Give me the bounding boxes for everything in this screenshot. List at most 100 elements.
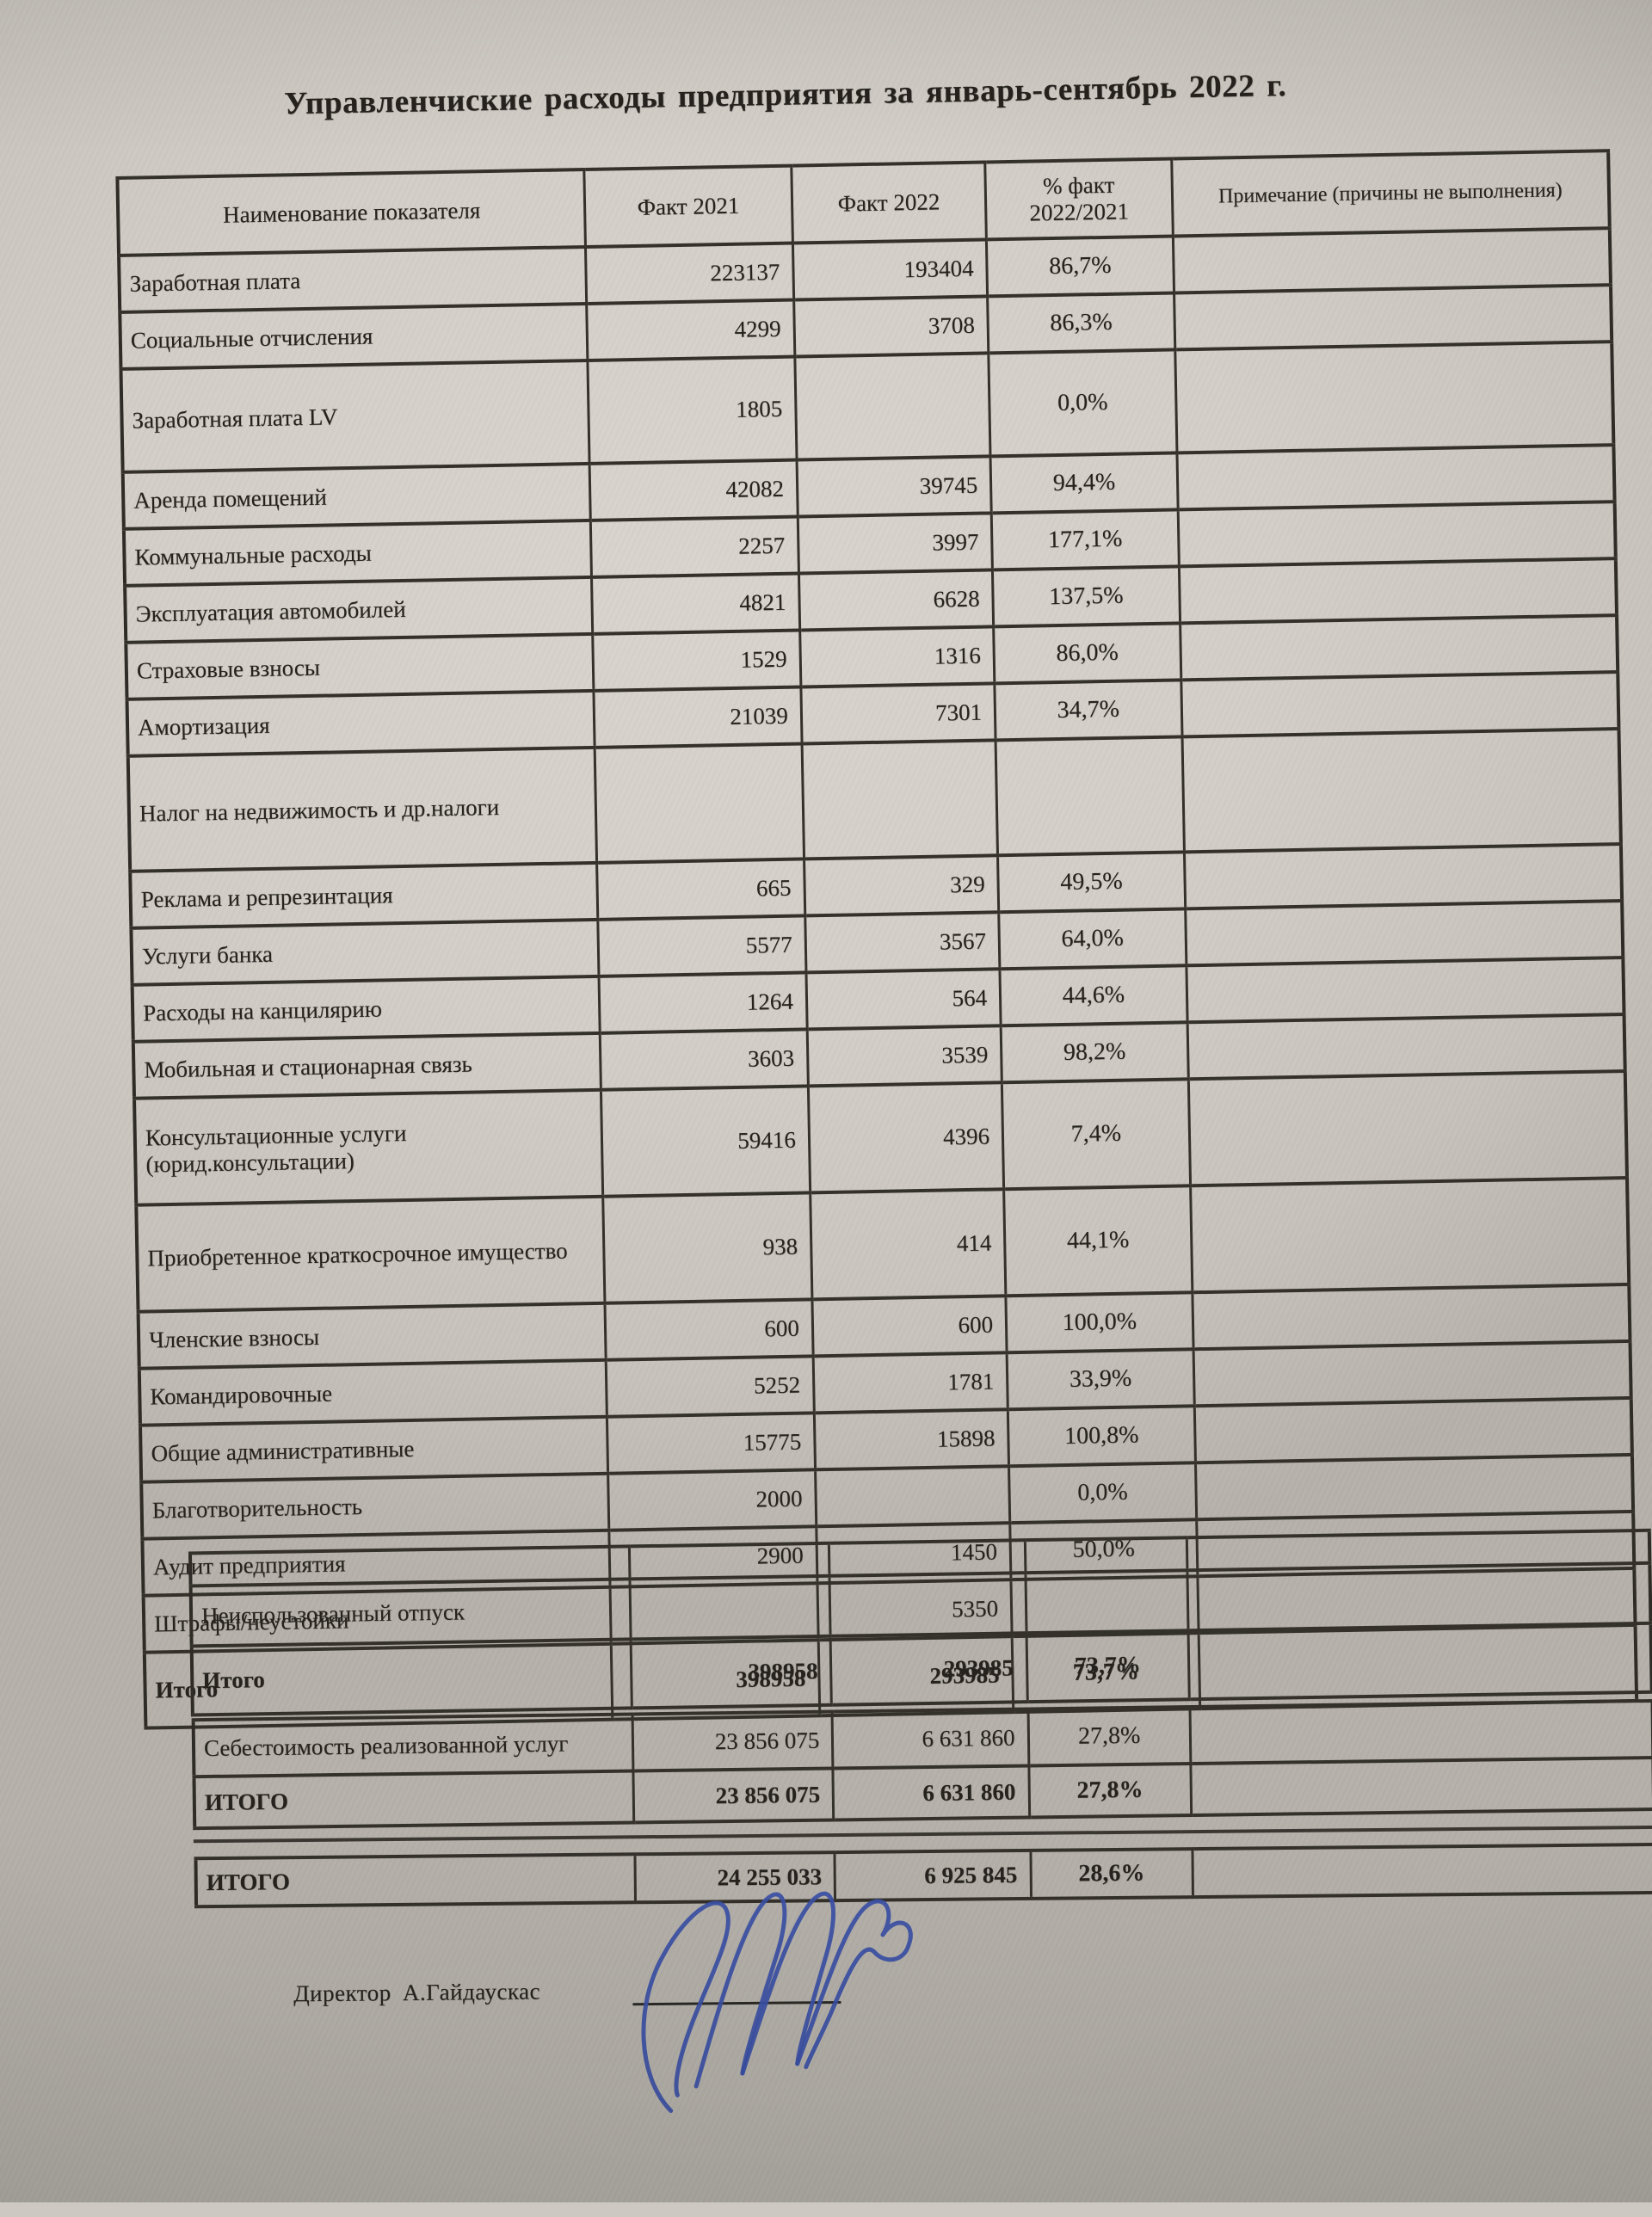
cell-fact2022: 3539	[806, 1025, 1002, 1087]
cell-note	[1186, 958, 1624, 1023]
cell-fact2021: 5577	[597, 915, 806, 976]
cell-pct: 100,0%	[1005, 1292, 1193, 1353]
col-header-name: Наименование показателя	[117, 169, 586, 256]
cell-note	[1187, 1623, 1652, 1700]
vacation-table: Неиспользованный отпуск Итого 398958 29398…	[188, 1528, 1652, 1717]
cell-fact2021: 223137	[585, 243, 794, 304]
cell-fact2021	[629, 1575, 831, 1640]
cell-name: Неиспользованный отпуск	[190, 1579, 632, 1647]
cell-fact2021: 23 856 075	[632, 1768, 835, 1823]
cell-fact2021: 665	[596, 859, 805, 920]
cell-note	[1190, 1177, 1630, 1293]
cell-name: Итого	[191, 1639, 632, 1715]
cell-note	[1190, 1757, 1652, 1816]
cell-name: Расходы на канцилярию	[132, 976, 601, 1042]
cell-pct: 44,1%	[1003, 1185, 1193, 1296]
cell-fact2021: 938	[602, 1192, 812, 1303]
cell-fact2022	[794, 353, 991, 460]
cell-pct: 177,1%	[991, 509, 1180, 570]
cell-note	[1192, 1284, 1630, 1350]
cell-pct: 33,9%	[1007, 1349, 1194, 1410]
cell-pct: 86,7%	[986, 236, 1174, 297]
cell-name: Членские взносы	[138, 1302, 607, 1369]
director-signature-label: Директор А.Гайдаускас	[293, 1978, 541, 2007]
cell-pct: 0,0%	[988, 349, 1177, 457]
cell-note	[1177, 502, 1616, 567]
cell-pct: 64,0%	[998, 908, 1187, 970]
cell-fact2021: 600	[604, 1299, 813, 1360]
cell-fact2022: 39745	[796, 456, 992, 517]
cell-fact2022: 3567	[804, 912, 1001, 973]
cell-pct: 86,3%	[987, 293, 1175, 354]
cell-note	[1179, 558, 1618, 624]
cell-note	[1187, 1562, 1651, 1631]
cell-name: Коммунальные расходы	[123, 520, 592, 586]
cell-name: Общие административные	[139, 1416, 608, 1482]
cell-fact2022: 4396	[808, 1082, 1004, 1193]
cell-fact2022: 3997	[798, 513, 993, 574]
cell-name: Благотворительность	[141, 1473, 609, 1539]
cell-pct: 34,7%	[994, 680, 1182, 741]
cell-note	[1188, 1071, 1628, 1186]
cell-fact2022: 15898	[814, 1409, 1009, 1470]
cell-pct: 27,8%	[1027, 1707, 1191, 1766]
cell-note	[1187, 1014, 1625, 1080]
page-title: Управленчиские расходы предприятия за ян…	[283, 68, 1287, 122]
cell-fact2022: 193404	[792, 239, 988, 300]
cell-fact2021: 1264	[598, 972, 807, 1033]
cell-name: Аренда помещений	[122, 463, 591, 529]
col-header-fact2022: Факт 2022	[791, 162, 987, 243]
cell-pct: 28,6%	[1030, 1849, 1193, 1899]
cell-fact2022: 600	[811, 1296, 1008, 1357]
cell-fact2021: 5252	[606, 1356, 815, 1417]
cell-fact2022: 414	[810, 1189, 1006, 1300]
cell-fact2022	[829, 1540, 1026, 1576]
cell-pct: 137,5%	[992, 566, 1180, 627]
cell-name: Налог на недвижимость и др.налоги	[127, 747, 597, 871]
cell-name: Заработная плата	[119, 246, 587, 312]
cell-note	[1185, 901, 1624, 966]
cell-fact2021: 1805	[587, 356, 797, 464]
expenses-table: Наименование показателя Факт 2021 Факт 2…	[115, 149, 1639, 1730]
cell-fact2021: 15775	[607, 1413, 816, 1474]
cell-note	[1180, 615, 1618, 680]
cell-pct: 98,2%	[1001, 1022, 1189, 1083]
cell-fact2021: 23 856 075	[632, 1711, 834, 1771]
cell-fact2022: 329	[804, 855, 999, 916]
cell-name: Реклама и репрезинтация	[130, 862, 598, 928]
cell-note	[1181, 729, 1621, 853]
cell-note	[1184, 844, 1623, 909]
cell-name: Страховые взносы	[126, 633, 594, 699]
cell-note	[1180, 672, 1619, 737]
col-header-fact2021: Факт 2021	[583, 165, 793, 247]
cell-fact2021: 398958	[631, 1635, 832, 1709]
cell-fact2022: 3708	[793, 296, 989, 357]
cell-fact2021: 4821	[591, 573, 800, 634]
cell-note	[1189, 1700, 1652, 1764]
cell-pct: 0,0%	[1008, 1463, 1197, 1524]
cell-note	[1174, 342, 1614, 453]
cell-note	[1192, 1844, 1652, 1898]
cell-note	[1173, 228, 1611, 293]
cell-name: Эксплуатация автомобилей	[125, 576, 593, 643]
cell-fact2022: 293985	[830, 1633, 1027, 1705]
cell-fact2022: 6 631 860	[833, 1765, 1030, 1820]
cell-pct: 86,0%	[993, 623, 1181, 684]
cell-name: Консультационные услуги (юрид.консультац…	[134, 1089, 603, 1205]
cell-fact2021: 2000	[607, 1469, 817, 1530]
cell-fact2021: 1529	[592, 630, 801, 691]
cell-name: Социальные отчисления	[120, 303, 588, 369]
col-header-pct: % факт 2022/2021	[984, 158, 1174, 240]
cell-name: Заработная плата LV	[120, 360, 590, 472]
cell-fact2022: 6628	[798, 570, 994, 631]
cell-fact2021: 3603	[600, 1029, 809, 1090]
cell-pct: 27,8%	[1028, 1764, 1192, 1818]
cell-fact2021: 59416	[601, 1086, 811, 1197]
cell-name: Мобильная и стационарная связь	[133, 1032, 601, 1099]
cell-fact2021	[629, 1543, 830, 1580]
cell-fact2021: 2257	[590, 516, 799, 577]
signature-scribble	[641, 1891, 913, 2114]
cell-pct: 94,4%	[990, 453, 1178, 514]
cell-name: Командировочные	[139, 1359, 607, 1426]
